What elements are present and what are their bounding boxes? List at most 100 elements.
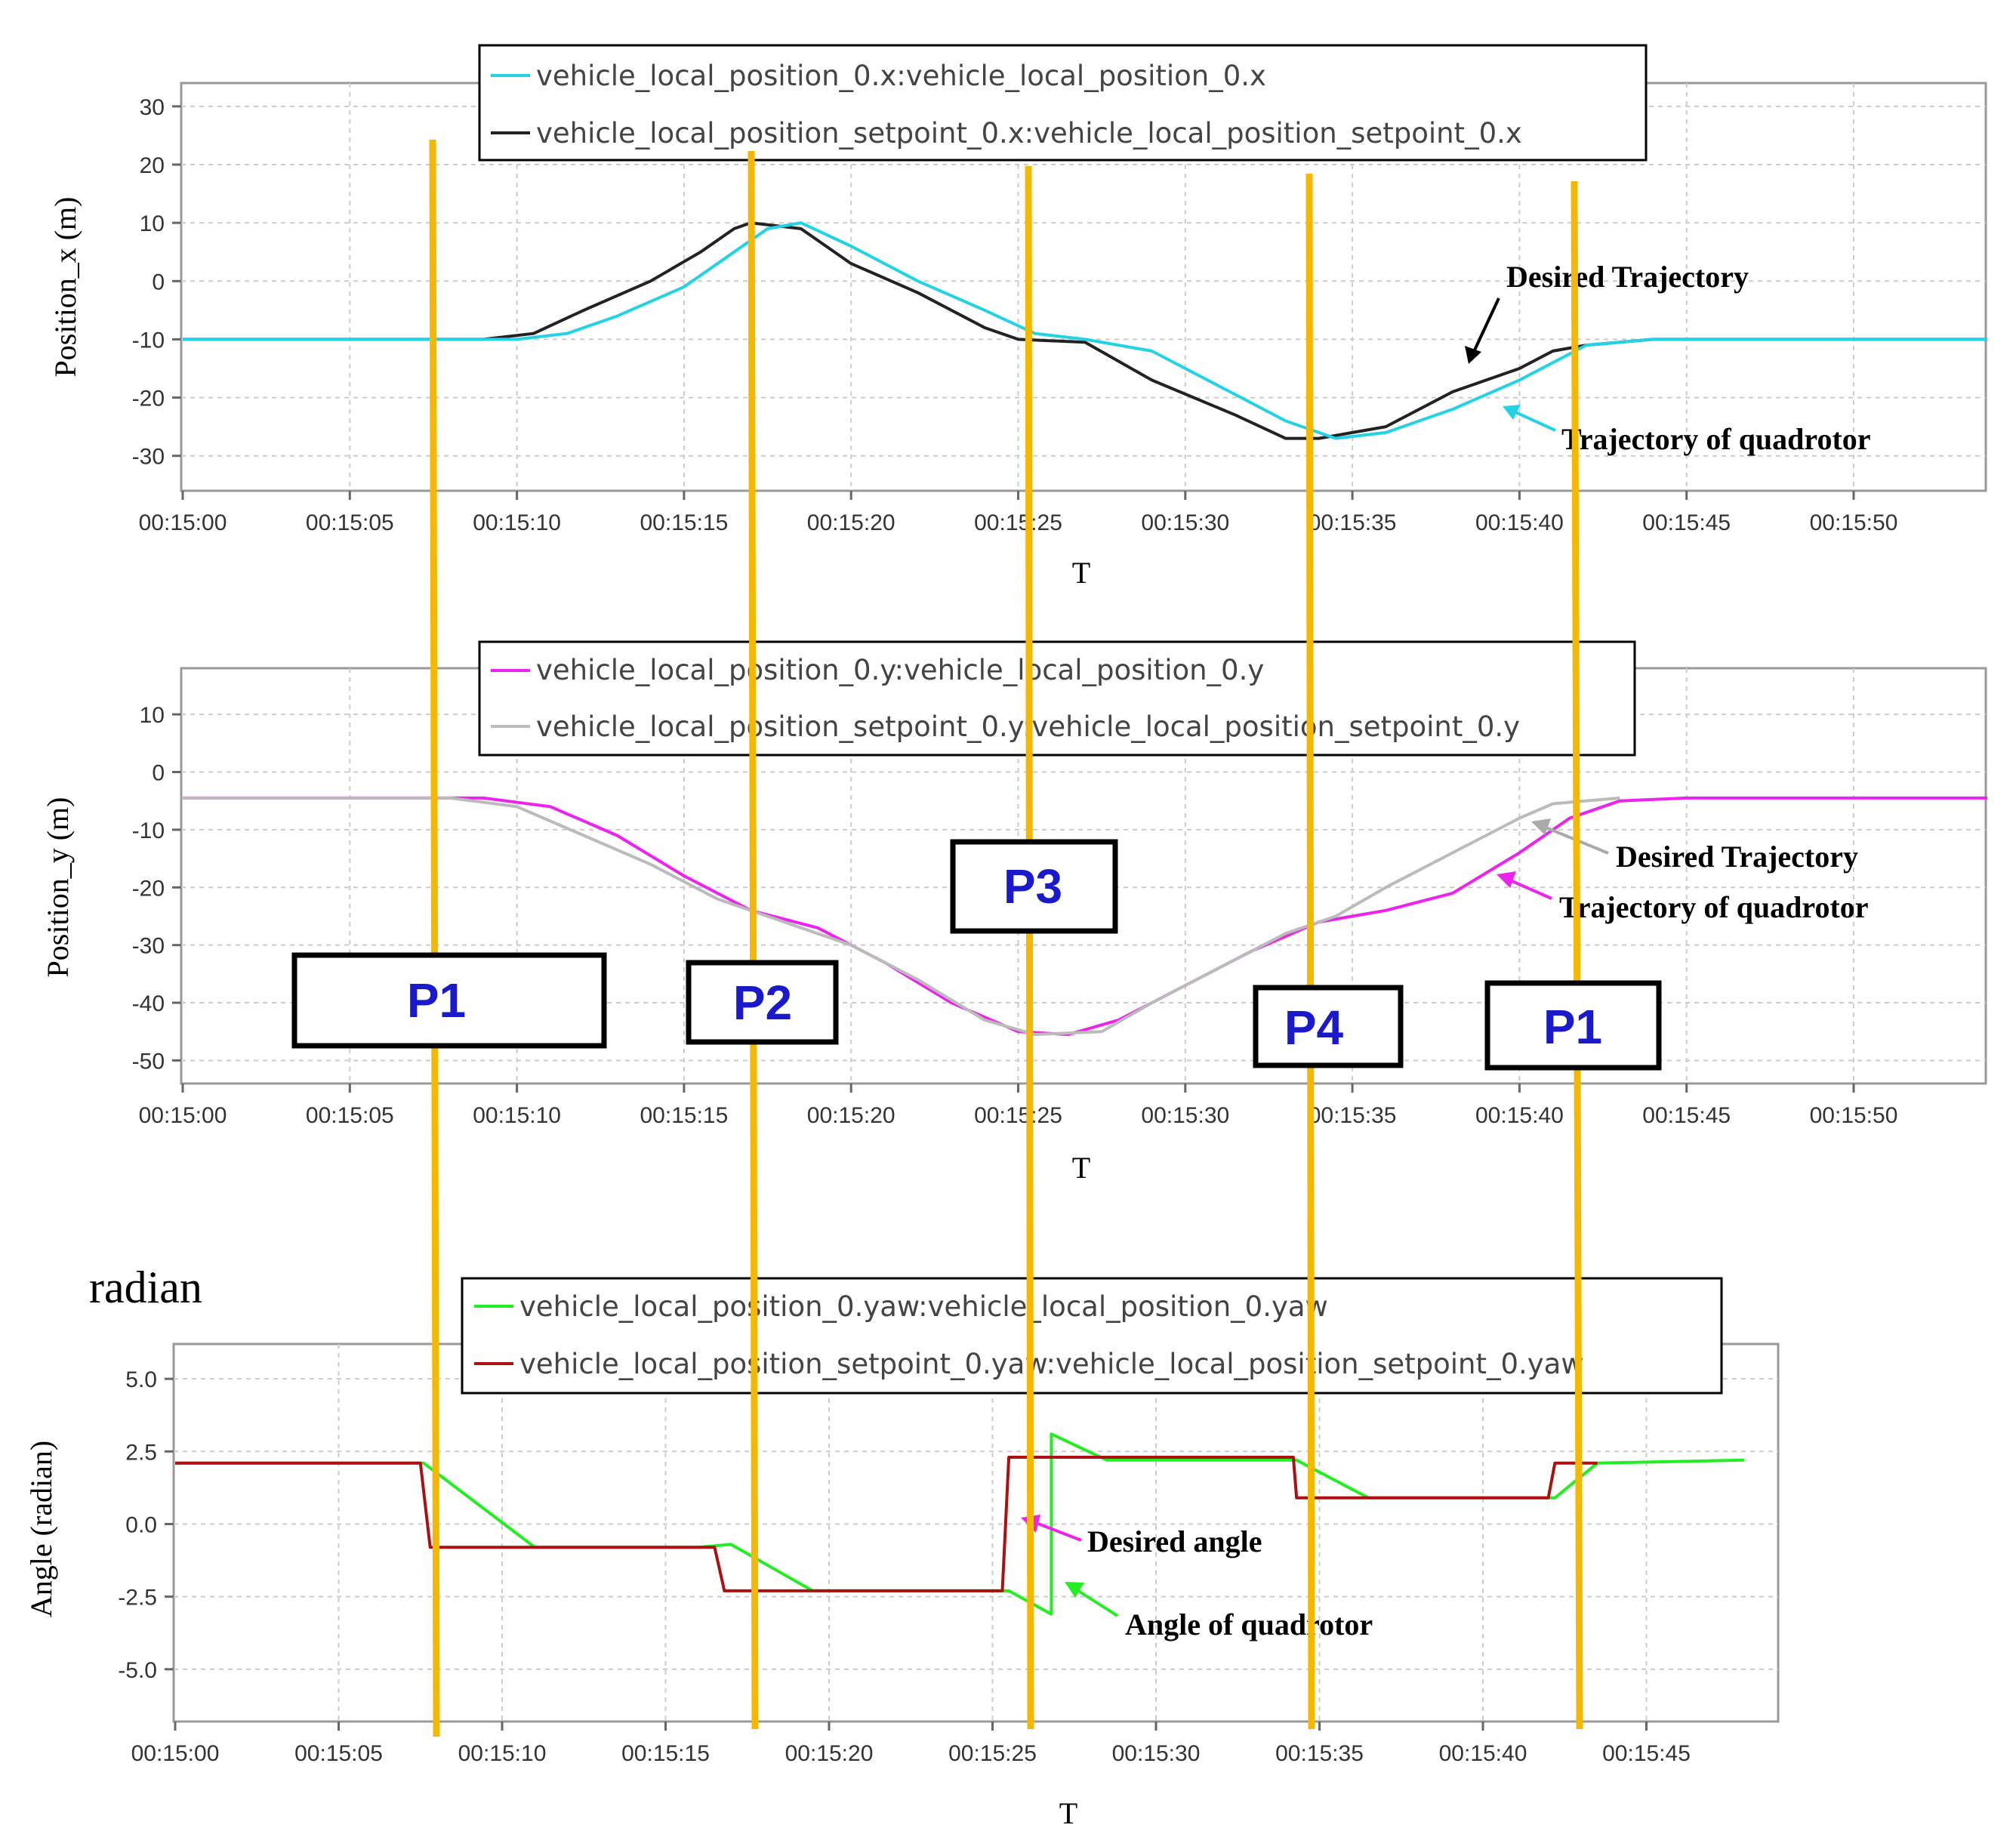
x-tick-label: 00:15:50 [1810, 1103, 1898, 1128]
y-axis-label-y: Position_y (m) [41, 797, 75, 978]
series-line-2 [183, 796, 1620, 1037]
phase-label-p1-right: P1 [1543, 1000, 1602, 1054]
phase-marker-1 [429, 139, 440, 1737]
y-tick-label: 30 [140, 95, 165, 120]
y-axis-label-x: Position_x (m) [48, 197, 82, 378]
x-tick-label: 00:15:05 [294, 1741, 383, 1766]
y-tick-label: 2.5 [125, 1440, 157, 1465]
x-tick-label: 00:15:00 [139, 510, 227, 535]
y-ticks-y: 10 0 -10 -20 -30 -40 -50 [132, 703, 181, 1074]
legend-box-x [478, 44, 1648, 162]
radian-unit-label: radian [89, 1262, 202, 1312]
x-tick-label: 00:15:45 [1602, 1741, 1691, 1766]
y-tick-label: -30 [132, 445, 165, 470]
x-tick-label: 00:15:15 [640, 510, 729, 535]
series-line-2 [175, 1456, 1598, 1592]
x-ticks-angle: 00:15:00 00:15:05 00:15:10 00:15:15 00:15:20… [131, 1722, 1691, 1766]
x-tick-label: 00:15:45 [1642, 1103, 1731, 1128]
legend-entry-yaw-setpoint: vehicle_local_position_setpoint_0.yaw:ve… [519, 1348, 1584, 1380]
x-tick-label: 00:15:20 [807, 510, 895, 535]
series-y [183, 796, 1987, 1037]
y-tick-label: 0.0 [125, 1512, 157, 1537]
arrow-line-angle-quad [1074, 1588, 1119, 1617]
x-tick-label: 00:15:10 [473, 510, 561, 535]
x-tick-label: 00:15:40 [1475, 510, 1564, 535]
x-tick-label: 00:15:20 [785, 1741, 874, 1766]
annotation-desired-trajectory-y: Desired Trajectory [1616, 840, 1858, 874]
annotation-desired-angle: Desired angle [1087, 1524, 1262, 1558]
x-tick-label: 00:15:10 [473, 1103, 561, 1128]
y-tick-label: -10 [132, 328, 165, 353]
x-tick-label: 00:15:50 [1810, 510, 1898, 535]
y-tick-label: -30 [132, 934, 165, 959]
phase-marker-4 [1305, 173, 1315, 1730]
y-axis-label-angle: Angle (radian) [24, 1441, 58, 1617]
phase-label-p1-left: P1 [407, 973, 466, 1028]
series-line-2 [183, 221, 1987, 440]
y-ticks-x: 30 20 10 0 -10 -20 -30 [132, 95, 181, 470]
annotation-desired-trajectory-x: Desired Trajectory [1506, 260, 1749, 294]
arrow-line-desired-angle [1037, 1522, 1082, 1542]
x-tick-label: 00:15:00 [131, 1741, 220, 1766]
series-x [183, 221, 1987, 440]
y-tick-label: -40 [132, 991, 165, 1016]
y-ticks-angle: 5.0 2.5 0.0 -2.5 -5.0 [118, 1367, 174, 1683]
x-tick-label: 00:15:30 [1141, 1103, 1229, 1128]
plot-area-angle [172, 1342, 1780, 1723]
annotation-quadrotor-trajectory-x: Trajectory of quadrotor [1561, 422, 1871, 456]
x-axis-label-x: T [1072, 556, 1090, 590]
x-tick-label: 00:15:25 [974, 510, 1062, 535]
arrow-line-quad-x [1513, 410, 1556, 432]
x-tick-label: 00:15:35 [1275, 1741, 1364, 1766]
phase-marker-3 [1025, 165, 1034, 1730]
phase-label-p3: P3 [1003, 859, 1062, 914]
phase-box-p1-right [1484, 980, 1662, 1071]
x-tick-label: 00:15:10 [458, 1741, 547, 1766]
panel-position-x: 30 20 10 0 -10 -20 -30 00:15:00 00:15:05 00:15:1… [48, 44, 1987, 590]
phase-label-p4: P4 [1284, 1000, 1344, 1055]
arrow-line-quad-y [1508, 878, 1552, 900]
x-tick-label: 00:15:45 [1642, 510, 1731, 535]
x-tick-label: 00:15:00 [139, 1103, 227, 1128]
x-axis-label-angle: T [1059, 1796, 1077, 1830]
legend-x: vehicle_local_position_0.x:vehicle_local… [478, 44, 1648, 162]
phase-box-p2 [686, 960, 839, 1045]
phase-box-p4 [1253, 985, 1404, 1068]
x-tick-label: 00:15:05 [306, 510, 394, 535]
legend-entry-y-actual: vehicle_local_position_0.y:vehicle_local… [536, 654, 1264, 686]
legend-entry-x-setpoint: vehicle_local_position_setpoint_0.x:vehi… [536, 117, 1522, 150]
arrow-line-desired-x [1471, 297, 1500, 356]
x-tick-label: 00:15:40 [1475, 1103, 1564, 1128]
x-tick-label: 00:15:35 [1309, 510, 1397, 535]
arrowhead-quad-y [1497, 871, 1516, 888]
x-tick-label: 00:15:25 [974, 1103, 1062, 1128]
phase-box-p3 [950, 839, 1118, 934]
x-tick-label: 00:15:25 [948, 1741, 1037, 1766]
panel-angle: radian 5.02.50.0-2.5-5.0 00:15:00 00:15:0… [24, 1262, 1780, 1830]
x-tick-label: 00:15:15 [640, 1103, 729, 1128]
legend-box-y [478, 640, 1636, 757]
x-tick-label: 00:15:30 [1112, 1741, 1201, 1766]
y-tick-label: -20 [132, 387, 165, 412]
phase-labels: P1 P2 P3 P4 P1 [291, 839, 1662, 1071]
phase-marker-5 [1571, 180, 1583, 1730]
y-tick-label: 5.0 [125, 1367, 157, 1392]
y-tick-label: 0 [152, 270, 165, 294]
phase-markers [429, 139, 1583, 1737]
x-tick-label: 00:15:30 [1141, 510, 1229, 535]
y-tick-label: -5.0 [118, 1658, 157, 1683]
legend-entry-x-actual: vehicle_local_position_0.x:vehicle_local… [536, 60, 1266, 92]
arrowhead-desired-x [1465, 346, 1481, 364]
legend-entry-yaw-actual: vehicle_local_position_0.yaw:vehicle_loc… [519, 1290, 1328, 1323]
y-tick-label: -50 [132, 1049, 165, 1074]
y-tick-label: 20 [140, 153, 165, 178]
legend-y: vehicle_local_position_0.y:vehicle_local… [478, 640, 1636, 757]
arrowhead-desired-y [1531, 818, 1551, 835]
series-angle [175, 1432, 1745, 1616]
y-tick-label: 10 [140, 211, 165, 236]
y-tick-label: 0 [152, 761, 165, 786]
x-ticks-x: 00:15:00 00:15:05 00:15:10 00:15:15 00:15:20… [139, 491, 1898, 535]
y-tick-label: -20 [132, 876, 165, 901]
legend-angle: vehicle_local_position_0.yaw:vehicle_loc… [461, 1277, 1723, 1395]
x-tick-label: 00:15:05 [306, 1103, 394, 1128]
